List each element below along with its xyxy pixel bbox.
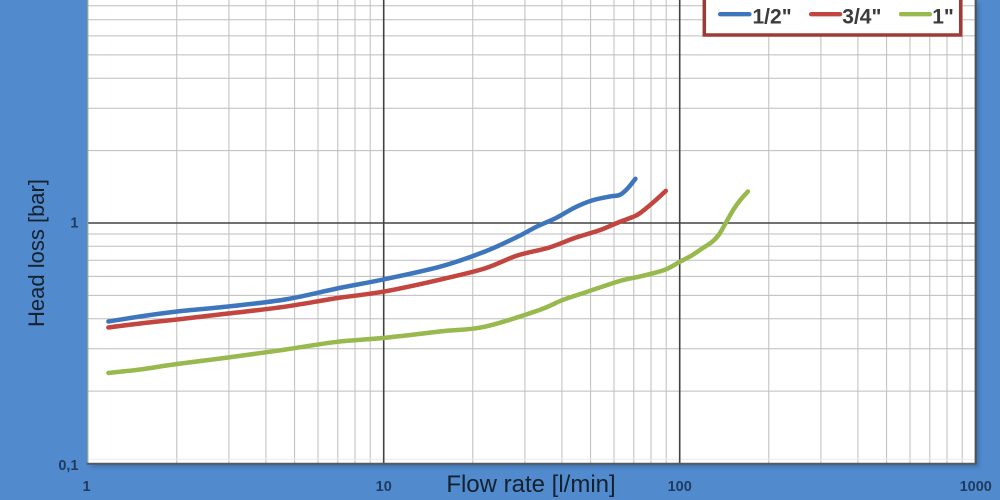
svg-text:100: 100	[668, 479, 692, 495]
svg-text:Flow rate [l/min]: Flow rate [l/min]	[446, 471, 615, 498]
svg-text:1: 1	[70, 216, 78, 232]
svg-text:10: 10	[376, 479, 392, 495]
svg-text:1": 1"	[932, 5, 954, 28]
svg-text:3/4": 3/4"	[842, 5, 881, 28]
svg-text:0,1: 0,1	[58, 458, 78, 474]
svg-text:Head loss [bar]: Head loss [bar]	[24, 179, 49, 327]
svg-text:1: 1	[82, 479, 90, 495]
svg-text:1/2": 1/2"	[753, 5, 792, 28]
svg-text:1000: 1000	[960, 479, 992, 495]
